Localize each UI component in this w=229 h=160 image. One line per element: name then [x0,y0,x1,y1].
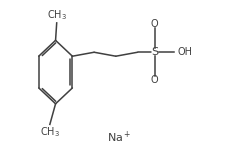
Text: Na$^+$: Na$^+$ [107,129,131,145]
Text: OH: OH [177,47,192,57]
Text: O: O [150,75,158,85]
Text: S: S [150,47,158,57]
Text: CH$_3$: CH$_3$ [46,8,66,22]
Text: O: O [150,20,158,29]
Text: CH$_3$: CH$_3$ [40,125,60,139]
